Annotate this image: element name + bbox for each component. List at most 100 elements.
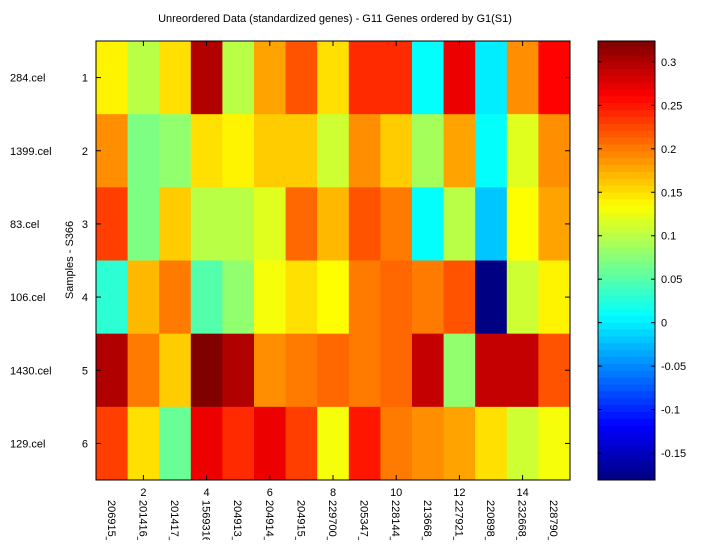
colorbar-segment	[598, 47, 655, 56]
heatmap-cell	[222, 187, 255, 261]
column-label: 1569316	[200, 500, 212, 540]
colorbar-segment	[598, 82, 655, 90]
y-axis-label: Samples - S366	[64, 221, 76, 299]
heatmap-cell	[443, 333, 476, 408]
colorbar-segment	[598, 438, 655, 447]
colorbar-segment	[598, 219, 655, 227]
colorbar-segment	[598, 226, 655, 234]
colorbar-segment	[598, 212, 655, 220]
column-label: 228790_	[547, 500, 559, 540]
colorbar-segment	[598, 178, 655, 186]
heatmap-cell	[254, 260, 287, 335]
column-label: 204913_	[231, 500, 243, 540]
heatmap-cell	[127, 333, 160, 408]
heatmap-cell	[254, 187, 287, 261]
heatmap-cell	[317, 187, 350, 261]
heatmap-cell	[285, 333, 318, 408]
heatmap-cell	[380, 114, 413, 188]
heatmap-cell	[443, 187, 476, 261]
colorbar-segment	[598, 75, 655, 83]
heatmap-cell	[96, 187, 129, 261]
colorbar-segment	[598, 383, 655, 392]
x-tick-label: 12	[453, 487, 465, 499]
colorbar-tick-label: 0.2	[661, 144, 676, 156]
heatmap-cell	[317, 333, 350, 408]
heatmap-cell	[317, 260, 350, 335]
colorbar-segment	[598, 459, 655, 467]
heatmap-cell	[506, 41, 539, 115]
heatmap-cell	[412, 41, 445, 115]
heatmap-cell	[443, 406, 476, 481]
heatmap-cell	[412, 114, 445, 188]
column-label: 220898_	[484, 500, 496, 540]
heatmap-cell	[254, 406, 287, 481]
column-label: 228144_	[389, 500, 401, 540]
heatmap-cell	[127, 41, 160, 115]
colorbar-segment	[598, 185, 655, 193]
row-label: 284.cel	[10, 73, 45, 85]
heatmap-cell	[127, 406, 160, 481]
heatmap-cell	[506, 406, 539, 481]
colorbar-segment	[598, 287, 655, 296]
row-label: 129.cel	[10, 438, 45, 450]
heatmap-cell	[254, 41, 287, 115]
heatmap-cell	[317, 114, 350, 188]
heatmap-cell	[348, 41, 381, 115]
y-tick-label: 4	[82, 292, 88, 304]
colorbar-segment	[598, 418, 655, 426]
x-tick-label: 2	[140, 487, 146, 499]
column-label: 201416_	[136, 500, 148, 540]
colorbar-segment	[598, 329, 655, 337]
column-label: 213668_	[421, 500, 433, 540]
heatmap-cell	[443, 41, 476, 115]
colorbar-segment	[598, 294, 655, 303]
colorbar-segment	[598, 397, 655, 406]
colorbar-segment	[598, 89, 655, 97]
colorbar-segment	[598, 370, 655, 378]
colorbar-segment	[598, 390, 655, 399]
colorbar-segment	[598, 233, 655, 241]
heatmap-cell	[96, 260, 129, 335]
heatmap-cell	[380, 333, 413, 408]
heatmap-cell	[159, 41, 192, 115]
colorbar-segment	[598, 267, 655, 275]
column-label: 204915_	[294, 500, 306, 540]
heatmap-cell	[190, 260, 223, 335]
heatmap-cell	[254, 114, 287, 188]
heatmap-cell	[254, 333, 287, 408]
heatmap-cell	[222, 406, 255, 481]
y-tick-label: 1	[82, 73, 88, 85]
heatmap-cell	[96, 114, 129, 188]
heatmap-cell	[285, 187, 318, 261]
row-label: 1430.cel	[10, 365, 52, 377]
heatmap-cell	[317, 406, 350, 481]
heatmap-cell	[506, 187, 539, 261]
heatmap-cell	[475, 114, 508, 188]
heatmap-cell	[475, 406, 508, 481]
heatmap-cell	[380, 260, 413, 335]
colorbar-segment	[598, 274, 655, 282]
colorbar-segment	[598, 116, 655, 124]
row-label: 83.cel	[10, 219, 39, 231]
colorbar-tick-label: 0.25	[661, 100, 682, 112]
heatmap-cell	[348, 333, 381, 408]
column-label: 229700_	[326, 500, 338, 540]
colorbar-segment	[598, 239, 655, 248]
colorbar-segment	[598, 54, 655, 63]
heatmap-cell	[285, 114, 318, 188]
row-label: 1399.cel	[10, 146, 52, 158]
colorbar-segment	[598, 349, 655, 358]
colorbar-segment	[598, 363, 655, 371]
heatmap-cell	[127, 114, 160, 188]
heatmap-cell	[159, 406, 192, 481]
chart-title: Unreordered Data (standardized genes) - …	[158, 13, 512, 25]
heatmap-cells	[96, 41, 571, 481]
heatmap-cell	[348, 406, 381, 481]
x-tick-label: 14	[516, 487, 528, 499]
heatmap-cell	[475, 41, 508, 115]
colorbar-segment	[598, 308, 655, 316]
heatmap-cell	[317, 41, 350, 115]
column-label: 205347_	[358, 500, 370, 540]
colorbar-segment	[598, 191, 655, 200]
colorbar-segment	[598, 445, 655, 454]
